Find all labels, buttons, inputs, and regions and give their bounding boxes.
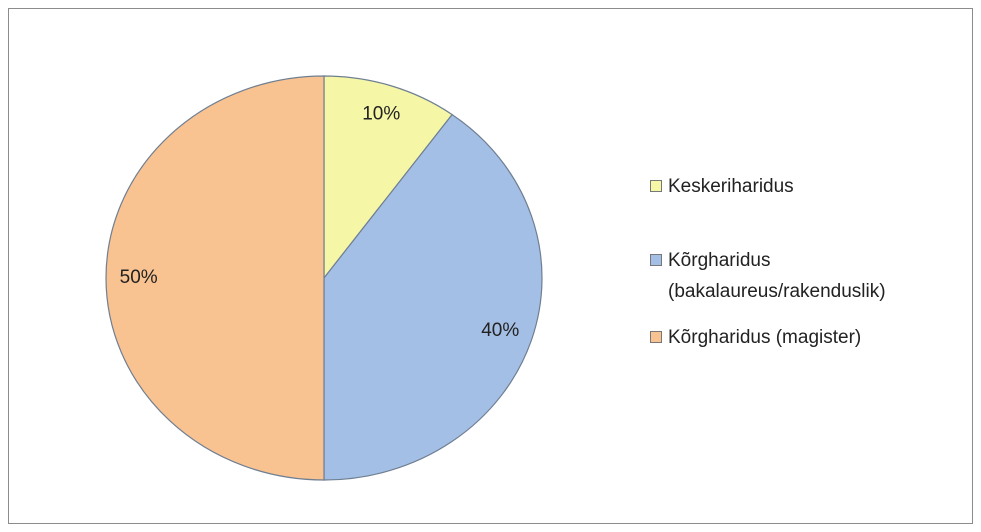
data-label: 40% [481,320,519,341]
legend-swatch [650,254,662,266]
legend-item: Kõrgharidus (magister) [650,322,958,353]
legend-item: Keskeriharidus [650,171,958,202]
legend-label: Keskeriharidus [668,176,794,197]
data-label: 50% [120,267,158,288]
legend-label: Kõrgharidus (bakalaureus/rakenduslik) [668,250,886,302]
pie-slice [323,113,543,481]
legend-swatch [650,180,662,192]
legend-label: Kõrgharidus (magister) [668,327,862,348]
legend-swatch [650,331,662,343]
pie-slice [105,75,325,481]
legend-item: Kõrgharidus (bakalaureus/rakenduslik) [650,245,958,307]
pie-slice [323,75,454,280]
data-label: 10% [362,104,400,125]
